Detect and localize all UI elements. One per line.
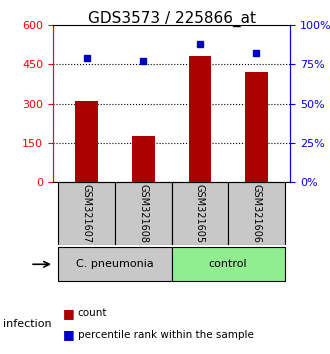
Bar — [188, 56, 211, 182]
Text: control: control — [209, 259, 248, 269]
FancyBboxPatch shape — [115, 182, 172, 245]
Text: GSM321607: GSM321607 — [82, 184, 92, 244]
Text: GSM321606: GSM321606 — [251, 184, 261, 243]
Text: GDS3573 / 225866_at: GDS3573 / 225866_at — [87, 11, 256, 27]
Text: GSM321605: GSM321605 — [195, 184, 205, 244]
FancyBboxPatch shape — [172, 182, 228, 245]
FancyBboxPatch shape — [58, 182, 115, 245]
Bar — [76, 101, 98, 182]
FancyBboxPatch shape — [172, 247, 285, 281]
Bar — [245, 72, 268, 182]
Text: infection: infection — [3, 319, 52, 329]
Text: ■: ■ — [63, 307, 75, 320]
Text: ■: ■ — [63, 328, 75, 341]
FancyBboxPatch shape — [228, 182, 285, 245]
Text: percentile rank within the sample: percentile rank within the sample — [78, 330, 253, 339]
Text: GSM321608: GSM321608 — [138, 184, 148, 243]
Text: C. pneumonia: C. pneumonia — [76, 259, 154, 269]
FancyBboxPatch shape — [58, 247, 172, 281]
Bar — [132, 136, 155, 182]
Text: count: count — [78, 308, 107, 318]
